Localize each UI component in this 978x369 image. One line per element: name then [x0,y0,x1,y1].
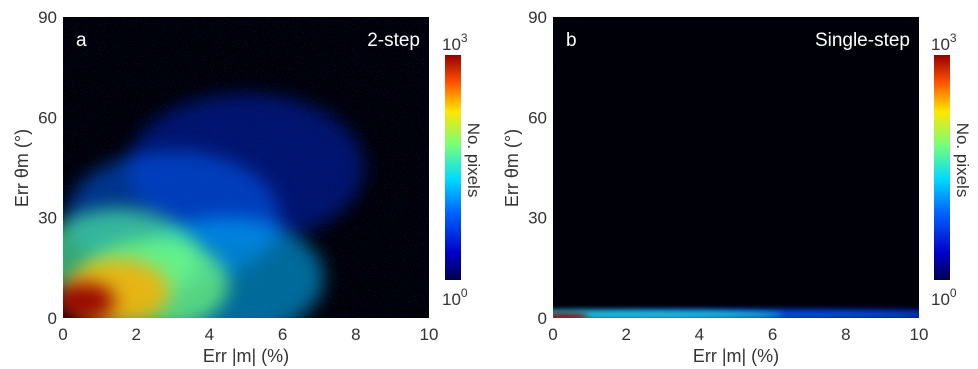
x-tick-label: 4 [695,325,704,344]
colorbar-label-b: No. pixels [953,123,972,198]
noise-scatter [553,17,919,318]
y-tick-label: 60 [38,108,57,127]
x-axis-label-b: Err |m| (%) [693,346,779,366]
panel-title-a: 2-step [367,30,420,51]
x-tick-label: 2 [131,325,140,344]
density-blob [63,283,115,318]
colorbar-max-a: 103 [442,31,468,54]
y-tick-label: 30 [528,209,547,228]
axes-a: 0 2 4 6 8 10 0 30 60 90 [38,8,438,344]
x-tick-label: 10 [420,325,439,344]
x-tick-label: 2 [621,325,630,344]
x-tick-label: 8 [841,325,850,344]
x-tick-label: 10 [910,325,929,344]
x-tick-label: 8 [351,325,360,344]
y-axis-label-a: Err θm (°) [12,129,32,207]
heatmap-b [553,17,919,318]
colorbar-max-b: 103 [931,31,957,54]
y-tick-label: 60 [528,108,547,127]
y-tick-label: 90 [528,8,547,27]
colorbar-b [934,55,950,280]
y-tick-label: 30 [38,209,57,228]
colorbar-min-a: 100 [442,286,468,309]
x-tick-label: 0 [58,325,67,344]
colorbar-label-a: No. pixels [464,123,483,198]
y-tick-label: 0 [538,309,547,328]
heatmap-a [63,17,429,318]
axes-b: 0 2 4 6 8 10 0 30 60 90 [528,8,928,344]
density-blob [553,310,783,318]
colorbar-a [445,55,461,280]
panel-title-b: Single-step [815,30,910,51]
panel-label-a: a [76,30,87,51]
density-blob [553,313,589,318]
y-axis-label-b: Err θm (°) [502,129,522,207]
x-tick-label: 6 [278,325,287,344]
x-tick-label: 4 [205,325,214,344]
x-tick-label: 6 [768,325,777,344]
panel-label-b: b [566,30,577,51]
y-tick-label: 0 [48,309,57,328]
x-tick-label: 0 [548,325,557,344]
x-axis-label-a: Err |m| (%) [203,346,289,366]
colorbar-min-b: 100 [931,286,957,309]
y-tick-label: 90 [38,8,57,27]
